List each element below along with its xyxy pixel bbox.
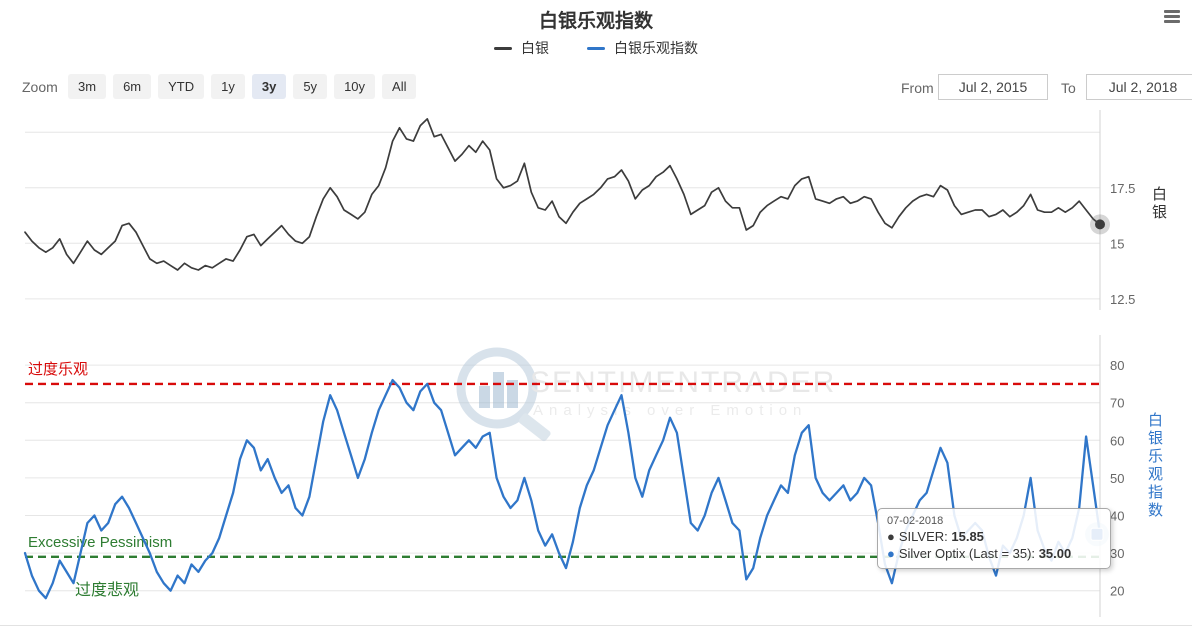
zoom-label: Zoom <box>22 79 58 95</box>
svg-text:过度悲观: 过度悲观 <box>75 581 139 599</box>
legend-item-optix[interactable]: 白银乐观指数 <box>587 38 698 58</box>
zoom-button-all[interactable]: All <box>382 74 417 99</box>
y-axis-title-optix: 白银乐观指数 <box>1146 412 1163 520</box>
hamburger-menu-icon[interactable] <box>1164 10 1180 24</box>
to-date-input[interactable] <box>1086 74 1192 100</box>
zoom-button-1y[interactable]: 1y <box>211 74 245 99</box>
silver-series-dash-icon <box>494 46 512 50</box>
svg-text:60: 60 <box>1110 433 1124 448</box>
svg-text:20: 20 <box>1110 584 1124 599</box>
y-axis-title-silver: 白银 <box>1150 186 1167 222</box>
chart-canvas[interactable]: 17.5 15 12.5 80 70 60 50 40 30 20 SENTIMENTRADER An… <box>0 100 1192 640</box>
zoom-button-6m[interactable]: 6m <box>113 74 152 99</box>
zoom-button-10y[interactable]: 10y <box>334 74 376 99</box>
svg-text:Analysis over Emotion: Analysis over Emotion <box>533 402 807 419</box>
svg-text:40: 40 <box>1110 509 1124 524</box>
legend-item-silver[interactable]: 白银 <box>494 38 549 58</box>
svg-text:过度乐观: 过度乐观 <box>28 361 88 378</box>
to-label: To <box>1061 80 1076 96</box>
page-title: 白银乐观指数 <box>538 11 653 32</box>
from-label: From <box>901 80 934 96</box>
svg-text:30: 30 <box>1110 546 1124 561</box>
svg-text:17.5: 17.5 <box>1110 181 1135 196</box>
zoom-button-5y[interactable]: 5y <box>293 74 328 99</box>
legend-label-silver: 白银 <box>521 40 549 56</box>
svg-text:70: 70 <box>1110 396 1124 411</box>
zoom-buttons-group: 3m 6m YTD 1y 3y 5y 10y All <box>68 74 417 99</box>
svg-text:12.5: 12.5 <box>1110 292 1135 307</box>
bottom-divider <box>0 625 1192 626</box>
svg-text:SENTIMENTRADER: SENTIMENTRADER <box>530 366 836 399</box>
legend-label-optix: 白银乐观指数 <box>614 40 698 56</box>
zoom-button-3m[interactable]: 3m <box>68 74 107 99</box>
svg-text:50: 50 <box>1110 471 1124 486</box>
chart-legend: 白银 白银乐观指数 <box>0 38 1192 58</box>
svg-text:Excessive Pessimism: Excessive Pessimism <box>28 534 172 551</box>
zoom-button-ytd[interactable]: YTD <box>158 74 205 99</box>
svg-text:15: 15 <box>1110 236 1124 251</box>
zoom-button-3y[interactable]: 3y <box>251 74 287 99</box>
optix-series-dash-icon <box>587 46 605 50</box>
from-date-input[interactable] <box>938 74 1048 100</box>
svg-text:80: 80 <box>1110 358 1124 373</box>
